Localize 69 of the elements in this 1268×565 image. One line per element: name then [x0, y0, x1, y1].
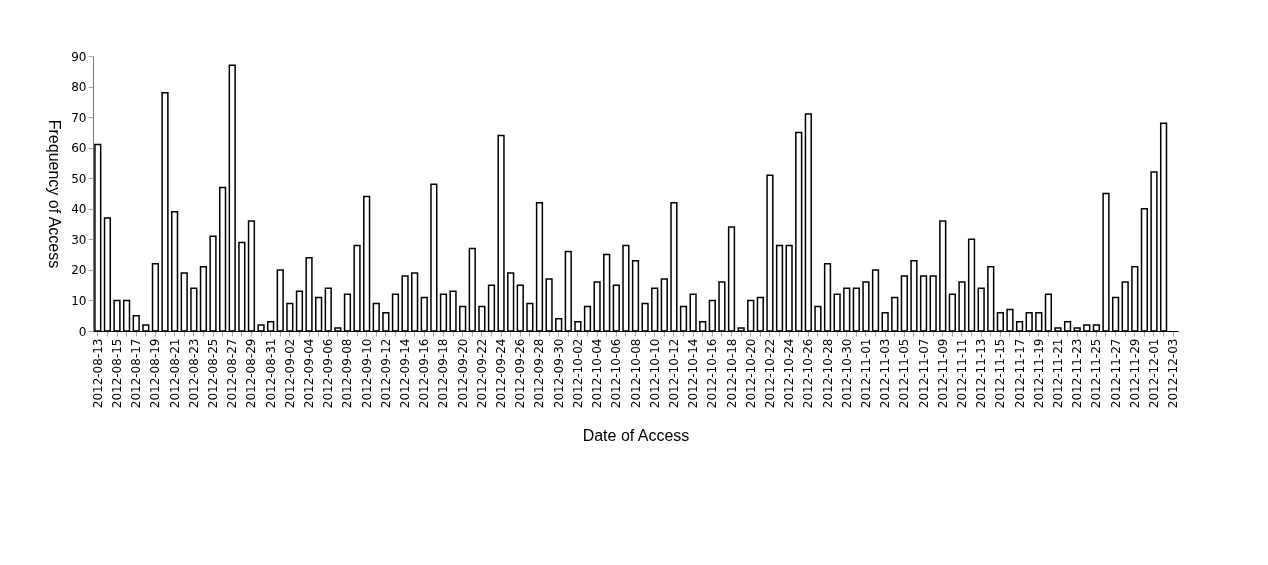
x-tick-label: 2012-09-04: [302, 338, 317, 409]
x-tick-label: 2012-11-07: [916, 338, 931, 409]
x-tick-label: 2012-10-16: [705, 338, 720, 409]
x-tick-label: 2012-09-10: [359, 338, 374, 409]
x-tick-label: 2012-10-14: [686, 338, 701, 409]
x-tick-label: 2012-10-30: [839, 338, 854, 409]
x-tick-label: 2012-09-12: [378, 338, 393, 409]
x-tick-label: 2012-09-08: [340, 338, 355, 409]
x-tick-label: 2012-11-29: [1127, 338, 1142, 409]
y-tick-label: 40: [71, 202, 87, 217]
x-tick-label: 2012-11-13: [974, 338, 989, 409]
x-tick-label: 2012-11-09: [935, 338, 950, 409]
y-axis-title: Frequency of Access: [46, 119, 64, 269]
x-tick-label: 2012-10-12: [666, 338, 681, 409]
x-tick-label: 2012-10-02: [570, 338, 585, 409]
x-tick-label: 2012-11-11: [954, 338, 969, 409]
x-tick-label: 2012-09-06: [321, 338, 336, 409]
x-tick-label: 2012-10-20: [743, 338, 758, 409]
x-tick-label: 2012-10-10: [647, 338, 662, 409]
x-tick-label: 2012-08-17: [129, 338, 144, 409]
x-tick-label: 2012-11-25: [1089, 338, 1104, 409]
x-tick-label: 2012-09-28: [532, 338, 547, 409]
y-tick-label: 30: [71, 232, 87, 247]
x-tick-label: 2012-11-15: [993, 338, 1008, 409]
x-tick-label: 2012-09-14: [398, 338, 413, 409]
x-tick-label: 2012-10-18: [724, 338, 739, 409]
y-tick-label: 60: [71, 141, 87, 156]
y-tick-label: 0: [78, 324, 87, 339]
x-tick-label: 2012-09-18: [436, 338, 451, 409]
x-tick-label: 2012-09-26: [513, 338, 528, 409]
y-tick-label: 90: [71, 49, 87, 64]
y-tick-label: 10: [71, 293, 87, 308]
x-tick-label: 2012-08-29: [244, 338, 259, 409]
x-tick-label: 2012-09-02: [282, 338, 297, 409]
x-tick-label: 2012-08-27: [225, 338, 240, 409]
x-tick-label: 2012-11-01: [858, 338, 873, 409]
x-tick-label: 2012-10-28: [820, 338, 835, 409]
x-tick-label: 2012-10-04: [590, 338, 605, 409]
x-tick-label: 2012-08-21: [167, 338, 182, 409]
x-axis-title: Date of Access: [582, 427, 690, 445]
x-tick-label: 2012-09-20: [455, 338, 470, 409]
x-tick-label: 2012-10-06: [609, 338, 624, 409]
x-tick-label: 2012-09-24: [494, 338, 509, 409]
x-tick-label: 2012-11-21: [1050, 338, 1065, 409]
y-tick-label: 20: [71, 263, 87, 278]
x-tick-label: 2012-11-27: [1108, 338, 1123, 409]
x-tick-label: 2012-08-19: [148, 338, 163, 409]
x-tick-label: 2012-12-01: [1147, 338, 1161, 409]
y-tick-label: 70: [71, 110, 87, 125]
x-tick-label: 2012-11-17: [1012, 338, 1027, 409]
x-tick-label: 2012-08-13: [90, 338, 105, 409]
x-tick-label: 2012-10-26: [801, 338, 816, 409]
x-tick-label: 2012-10-22: [762, 338, 777, 409]
y-tick-label: 50: [71, 171, 87, 186]
x-tick-label: 2012-08-23: [186, 338, 201, 409]
x-tick-label: 2012-08-25: [206, 338, 221, 409]
x-tick-label: 2012-09-30: [551, 338, 566, 409]
x-tick-label: 2012-08-31: [263, 338, 278, 409]
x-tick-label: 2012-11-03: [878, 338, 893, 409]
x-tick-label: 2012-11-19: [1031, 338, 1046, 409]
x-tick-label: 2012-09-22: [474, 338, 489, 409]
x-tick-label: 2012-08-15: [110, 338, 124, 409]
y-tick-label: 80: [71, 80, 87, 95]
x-tick-label: 2012-10-24: [782, 338, 797, 409]
x-tick-label: 2012-11-05: [897, 338, 912, 409]
x-tick-label: 2012-12-03: [1166, 338, 1181, 409]
x-tick-label: 2012-09-16: [417, 338, 432, 409]
x-tick-label: 2012-10-08: [628, 338, 643, 409]
x-tick-label: 2012-11-23: [1070, 338, 1085, 409]
